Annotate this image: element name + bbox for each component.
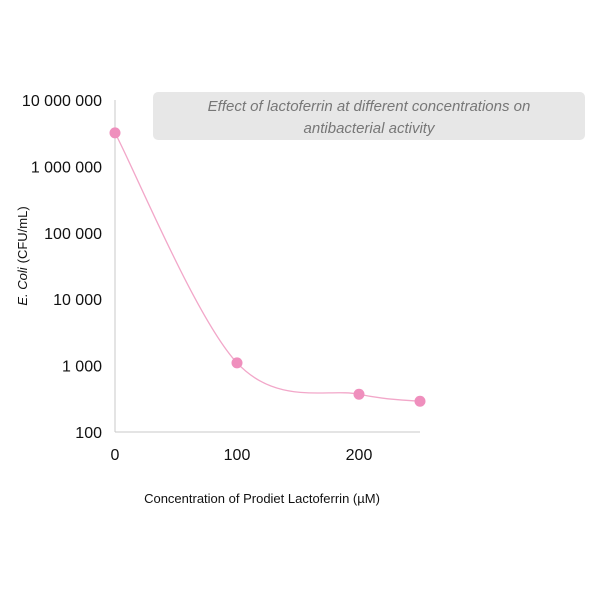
x-tick-labels: 0 100 200 xyxy=(111,447,373,464)
x-axis-label: Concentration of Prodiet Lactoferrin (µM… xyxy=(144,491,380,506)
x-tick-label: 200 xyxy=(346,447,373,464)
y-axis-label-italic: E. Coli xyxy=(15,266,30,305)
data-point xyxy=(109,127,121,139)
chart-title-line-2: antibacterial activity xyxy=(304,120,436,137)
y-tick-label: 100 xyxy=(75,425,102,442)
y-tick-label: 1 000 000 xyxy=(31,159,102,176)
y-tick-label: 1 000 xyxy=(62,359,102,376)
y-axis-label-unit: (CFU/mL) xyxy=(15,206,30,263)
series-line xyxy=(114,132,421,402)
chart-title-line-1: Effect of lactoferrin at different conce… xyxy=(208,98,531,115)
x-tick-label: 0 xyxy=(111,447,120,464)
data-point xyxy=(231,357,243,369)
data-point xyxy=(353,388,365,400)
y-tick-label: 100 000 xyxy=(44,226,102,243)
series-points xyxy=(109,127,426,407)
y-tick-label: 10 000 xyxy=(53,292,102,309)
y-tick-label: 10 000 000 xyxy=(22,93,102,110)
chart-title-box xyxy=(153,92,585,140)
y-tick-labels: 100 1 000 10 000 100 000 1 000 000 10 000 000 xyxy=(22,93,102,442)
y-axis-label: E. Coli (CFU/mL) xyxy=(15,206,30,305)
x-tick-label: 100 xyxy=(224,447,251,464)
data-point xyxy=(414,395,426,407)
